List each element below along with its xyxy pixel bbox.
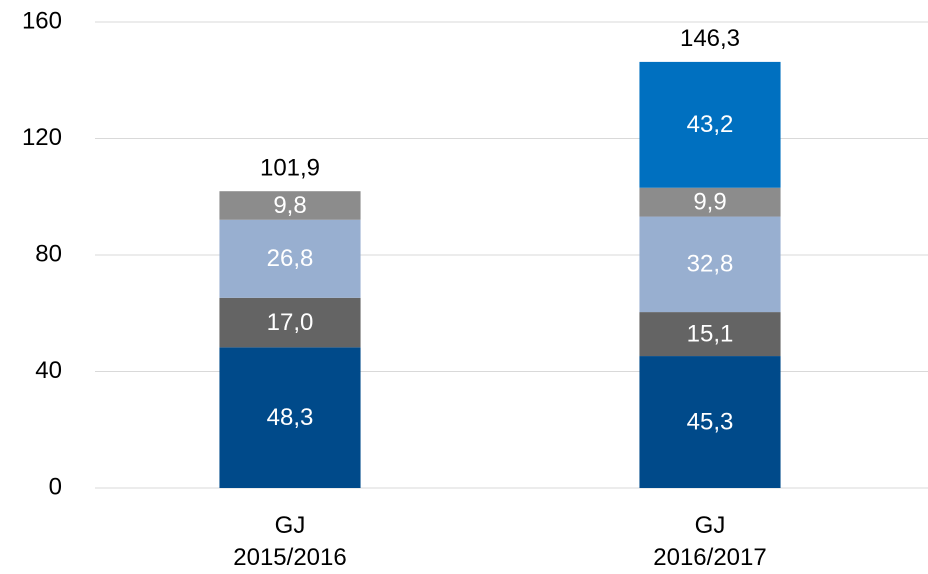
bar-segment xyxy=(639,356,781,488)
value-label: 45,3 xyxy=(687,408,734,435)
value-label: 17,0 xyxy=(267,309,314,336)
x-tick-label: GJ 2015/2016 xyxy=(233,512,347,571)
bar-segment xyxy=(639,216,781,313)
bar-segment xyxy=(219,219,361,298)
bar-segment xyxy=(219,347,361,488)
y-tick-label: 120 xyxy=(22,124,62,151)
total-label: 101,9 xyxy=(260,155,320,182)
value-label: 9,8 xyxy=(273,192,306,219)
y-tick-label: 40 xyxy=(35,357,62,384)
value-label: 9,9 xyxy=(693,188,726,215)
value-label: 26,8 xyxy=(267,245,314,272)
y-tick-label: 80 xyxy=(35,240,62,267)
value-label: 15,1 xyxy=(687,320,734,347)
y-tick-label: 160 xyxy=(22,7,62,34)
bar-segment xyxy=(219,191,361,220)
value-label: 43,2 xyxy=(687,111,734,138)
bar-segment xyxy=(639,61,781,188)
total-label: 146,3 xyxy=(680,25,740,52)
bar-segment xyxy=(639,312,781,357)
x-tick-label: GJ 2016/2017 xyxy=(653,512,767,571)
bar-segment xyxy=(219,297,361,348)
value-label: 32,8 xyxy=(687,251,734,278)
value-label: 48,3 xyxy=(267,404,314,431)
y-tick-label: 0 xyxy=(49,473,62,500)
bar-segment xyxy=(639,187,781,217)
